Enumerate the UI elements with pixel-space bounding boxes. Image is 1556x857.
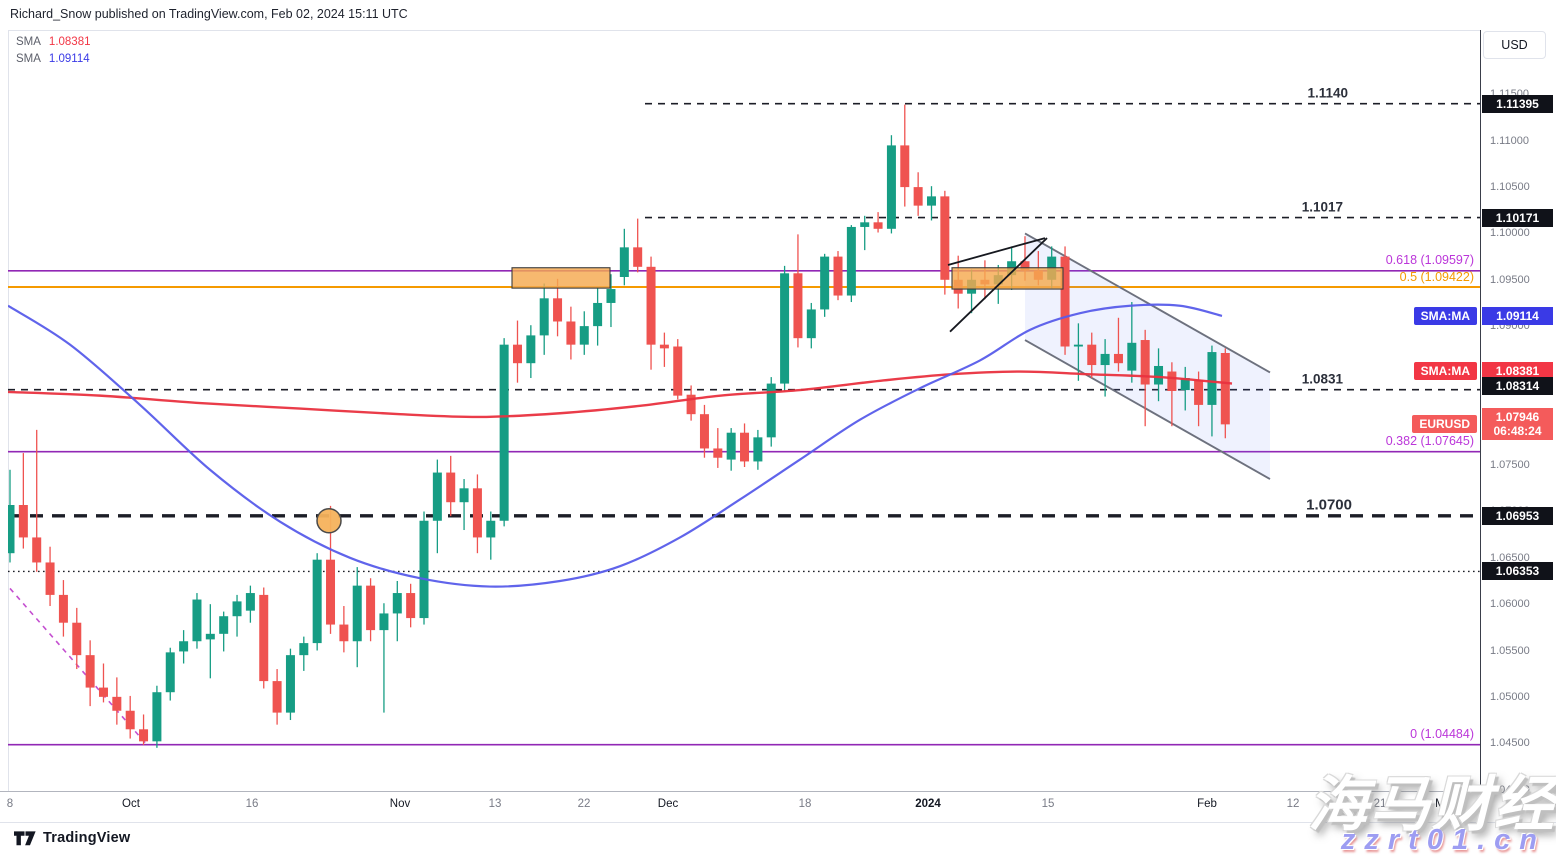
fib-label-0.5: 0.5 (1.09422): [1399, 269, 1474, 284]
legend-sma-fast: SMA 1.08381: [16, 34, 91, 51]
price-badge-1.08381: 1.08381: [1482, 362, 1553, 381]
price-badge-1.08314: 1.08314: [1482, 376, 1553, 395]
time-label-Mar: Mar: [1435, 798, 1455, 810]
time-label-15: 15: [1041, 798, 1055, 810]
time-label-16: 16: [245, 798, 259, 810]
series-chip-SMA:MA: SMA:MA: [1413, 306, 1477, 325]
fib-label-0: 0 (1.04484): [1410, 727, 1474, 742]
legend-sma-fast-label: SMA: [16, 36, 41, 48]
time-label-Dec: Dec: [657, 798, 679, 810]
series-chip-EURUSD: EURUSD: [1412, 414, 1477, 433]
level-label-1.0831: 1.0831: [1301, 371, 1343, 387]
price-badge-1.10171: 1.10171: [1482, 208, 1553, 227]
legend-sma-slow-value: 1.09114: [48, 53, 90, 65]
time-label-13: 13: [488, 798, 502, 810]
price-axis-border: [1480, 30, 1481, 822]
price-badge-1.06953: 1.06953: [1482, 506, 1553, 525]
price-tick: 1.04000: [1490, 783, 1530, 796]
indicator-legend: SMA 1.08381 SMA 1.09114: [16, 34, 91, 68]
series-chip-SMA:MA: SMA:MA: [1413, 362, 1477, 381]
price-tick: 1.11000: [1490, 134, 1529, 147]
legend-sma-fast-value: 1.08381: [48, 36, 91, 48]
currency-toggle-button[interactable]: USD: [1483, 31, 1546, 59]
time-label-12: 12: [1286, 798, 1300, 810]
time-label-Feb: Feb: [1197, 798, 1217, 810]
price-tick: 1.05000: [1490, 690, 1530, 703]
time-label-Nov: Nov: [389, 798, 411, 810]
chart-title: Richard_Snow published on TradingView.co…: [10, 7, 408, 21]
fib-label-0.382: 0.382 (1.07645): [1385, 434, 1474, 449]
price-tick: 1.05500: [1490, 644, 1530, 657]
price-badge-1.07946: 1.07946 06:48:24: [1482, 407, 1553, 440]
legend-sma-slow: SMA 1.09114: [16, 51, 91, 68]
price-badge-1.06353: 1.06353: [1482, 562, 1553, 581]
price-badge-1.09114: 1.09114: [1482, 306, 1553, 325]
price-tick: 1.10500: [1490, 181, 1530, 194]
footer: TradingView: [14, 830, 130, 846]
price-tick: 1.04500: [1490, 737, 1530, 750]
level-label-1.0700: 1.0700: [1306, 496, 1352, 514]
tradingview-brand-text[interactable]: TradingView: [43, 830, 131, 846]
price-tick: 1.09500: [1490, 273, 1530, 286]
plot-bottom-border: [0, 791, 1480, 792]
level-label-1.1017: 1.1017: [1301, 199, 1343, 215]
time-label-2024: 2024: [915, 798, 941, 810]
price-tick: 1.10000: [1490, 227, 1530, 240]
price-tick: 1.07500: [1490, 459, 1530, 472]
price-badge-1.11395: 1.11395: [1482, 95, 1553, 114]
level-label-1.1140: 1.1140: [1307, 85, 1348, 101]
price-tick: 1.06000: [1490, 598, 1530, 611]
time-label-8: 8: [6, 798, 14, 810]
plot-left-border: [8, 30, 9, 791]
countdown-timer: 06:48:24: [1493, 423, 1542, 438]
time-label-18: 18: [798, 798, 812, 810]
time-label-21: 21: [1373, 798, 1387, 810]
legend-sma-slow-label: SMA: [16, 53, 41, 65]
time-label-Oct: Oct: [122, 798, 140, 810]
plot-top-border: [8, 30, 1480, 31]
tradingview-logo-icon[interactable]: [14, 830, 36, 846]
time-label-22: 22: [577, 798, 591, 810]
footer-separator: [0, 822, 1556, 823]
watermark-cn: 海马财经: [1308, 771, 1556, 838]
watermark-site: zzrt01.cn: [1340, 824, 1546, 856]
price-tick: 1.06500: [1490, 551, 1530, 564]
fib-label-0.618: 0.618 (1.09597): [1385, 253, 1474, 268]
